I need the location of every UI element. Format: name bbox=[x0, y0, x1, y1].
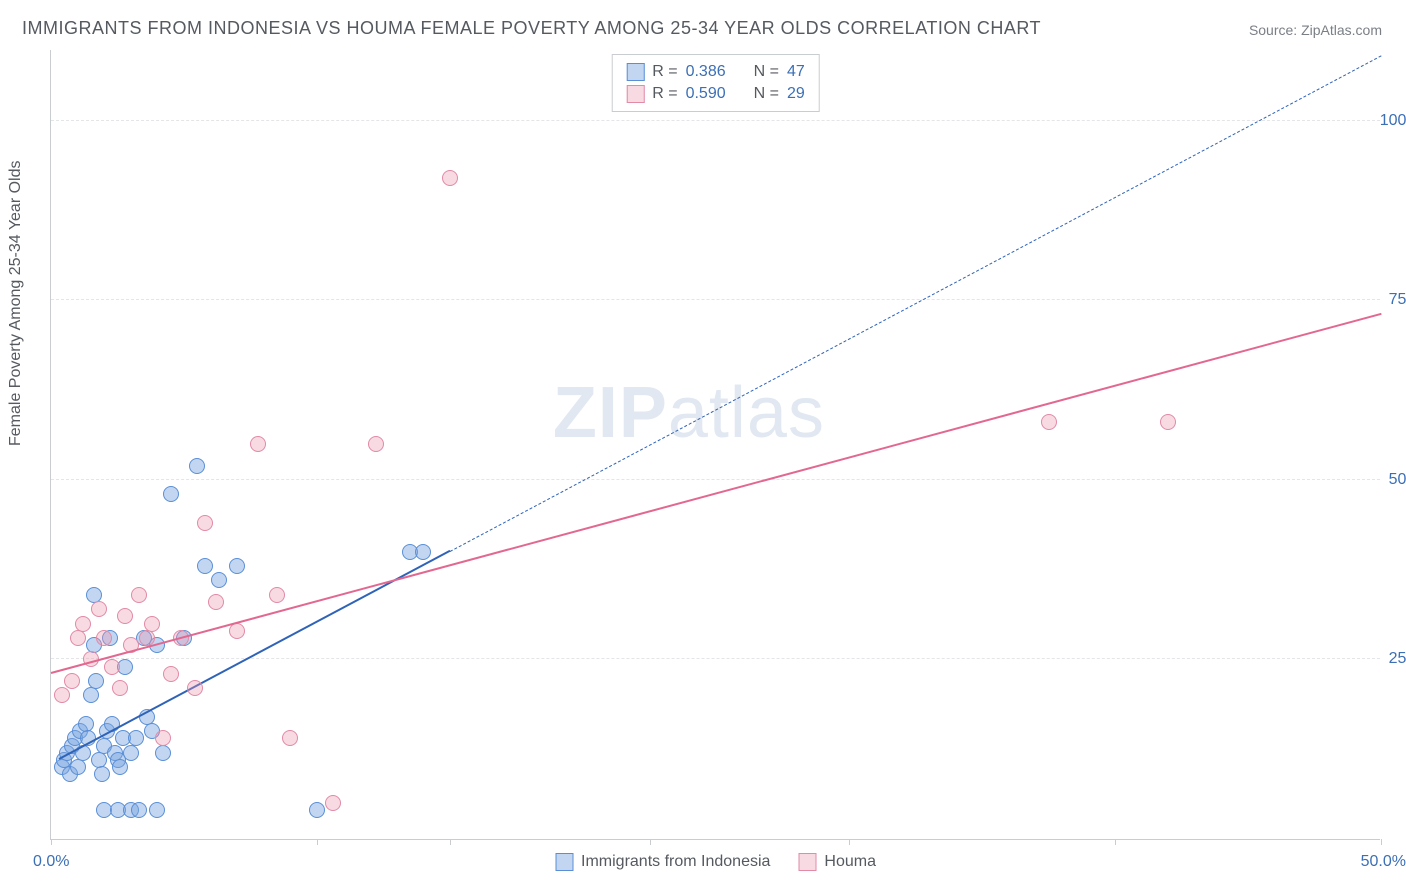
data-point bbox=[269, 587, 285, 603]
legend-swatch bbox=[626, 85, 644, 103]
y-tick-label: 50.0% bbox=[1389, 471, 1406, 489]
data-point bbox=[415, 544, 431, 560]
y-tick-label: 25.0% bbox=[1389, 650, 1406, 668]
watermark: ZIPatlas bbox=[553, 372, 825, 454]
y-tick-label: 75.0% bbox=[1389, 291, 1406, 309]
data-point bbox=[155, 745, 171, 761]
data-point bbox=[1041, 414, 1057, 430]
data-point bbox=[309, 802, 325, 818]
data-point bbox=[442, 170, 458, 186]
data-point bbox=[155, 730, 171, 746]
legend-item: Immigrants from Indonesia bbox=[555, 853, 770, 871]
trend-line bbox=[450, 55, 1381, 551]
legend-n-label: N = bbox=[754, 61, 779, 83]
legend-n-value: 47 bbox=[787, 61, 805, 83]
chart-plot-area: ZIPatlas R = 0.386N = 47R = 0.590N = 29 … bbox=[50, 50, 1380, 840]
legend-correlation-box: R = 0.386 N = 47 R = 0.590 N = 29 bbox=[611, 54, 820, 112]
legend-swatch bbox=[555, 853, 573, 871]
x-axis-min-label: 0.0% bbox=[33, 853, 69, 871]
data-point bbox=[128, 730, 144, 746]
source-attribution: Source: ZipAtlas.com bbox=[1249, 22, 1382, 38]
data-point bbox=[163, 486, 179, 502]
grid-line bbox=[51, 299, 1380, 300]
data-point bbox=[189, 458, 205, 474]
legend-r-value: 0.386 bbox=[686, 61, 726, 83]
data-point bbox=[197, 515, 213, 531]
legend-series: Immigrants from Indonesia Houma bbox=[555, 853, 876, 871]
data-point bbox=[144, 616, 160, 632]
data-point bbox=[88, 673, 104, 689]
x-tick bbox=[1115, 839, 1116, 845]
data-point bbox=[208, 594, 224, 610]
data-point bbox=[54, 687, 70, 703]
legend-swatch bbox=[798, 853, 816, 871]
trend-line bbox=[51, 313, 1382, 674]
data-point bbox=[282, 730, 298, 746]
data-point bbox=[131, 587, 147, 603]
data-point bbox=[229, 558, 245, 574]
data-point bbox=[91, 601, 107, 617]
chart-title: IMMIGRANTS FROM INDONESIA VS HOUMA FEMAL… bbox=[22, 18, 1041, 39]
data-point bbox=[197, 558, 213, 574]
legend-row: R = 0.386 N = 47 bbox=[626, 61, 805, 83]
x-tick bbox=[650, 839, 651, 845]
data-point bbox=[94, 766, 110, 782]
x-tick bbox=[849, 839, 850, 845]
legend-n-value: 29 bbox=[787, 83, 805, 105]
data-point bbox=[83, 687, 99, 703]
data-point bbox=[64, 673, 80, 689]
legend-swatch bbox=[626, 63, 644, 81]
legend-r-label: R = bbox=[652, 83, 677, 105]
data-point bbox=[104, 659, 120, 675]
x-axis-max-label: 50.0% bbox=[1361, 853, 1406, 871]
grid-line bbox=[51, 120, 1380, 121]
x-tick bbox=[51, 839, 52, 845]
grid-line bbox=[51, 479, 1380, 480]
y-tick-label: 100.0% bbox=[1380, 112, 1406, 130]
data-point bbox=[96, 630, 112, 646]
data-point bbox=[149, 802, 165, 818]
x-tick bbox=[1381, 839, 1382, 845]
legend-r-value: 0.590 bbox=[686, 83, 726, 105]
data-point bbox=[131, 802, 147, 818]
x-tick bbox=[450, 839, 451, 845]
legend-label: Houma bbox=[824, 853, 876, 871]
data-point bbox=[123, 745, 139, 761]
data-point bbox=[325, 795, 341, 811]
data-point bbox=[112, 680, 128, 696]
data-point bbox=[112, 759, 128, 775]
data-point bbox=[163, 666, 179, 682]
data-point bbox=[211, 572, 227, 588]
data-point bbox=[368, 436, 384, 452]
data-point bbox=[187, 680, 203, 696]
legend-n-label: N = bbox=[754, 83, 779, 105]
data-point bbox=[1160, 414, 1176, 430]
legend-r-label: R = bbox=[652, 61, 677, 83]
x-tick bbox=[317, 839, 318, 845]
grid-line bbox=[51, 658, 1380, 659]
y-axis-title: Female Poverty Among 25-34 Year Olds bbox=[7, 161, 25, 447]
legend-row: R = 0.590 N = 29 bbox=[626, 83, 805, 105]
data-point bbox=[117, 608, 133, 624]
data-point bbox=[70, 630, 86, 646]
legend-item: Houma bbox=[798, 853, 876, 871]
data-point bbox=[250, 436, 266, 452]
data-point bbox=[75, 616, 91, 632]
data-point bbox=[70, 759, 86, 775]
legend-label: Immigrants from Indonesia bbox=[581, 853, 770, 871]
